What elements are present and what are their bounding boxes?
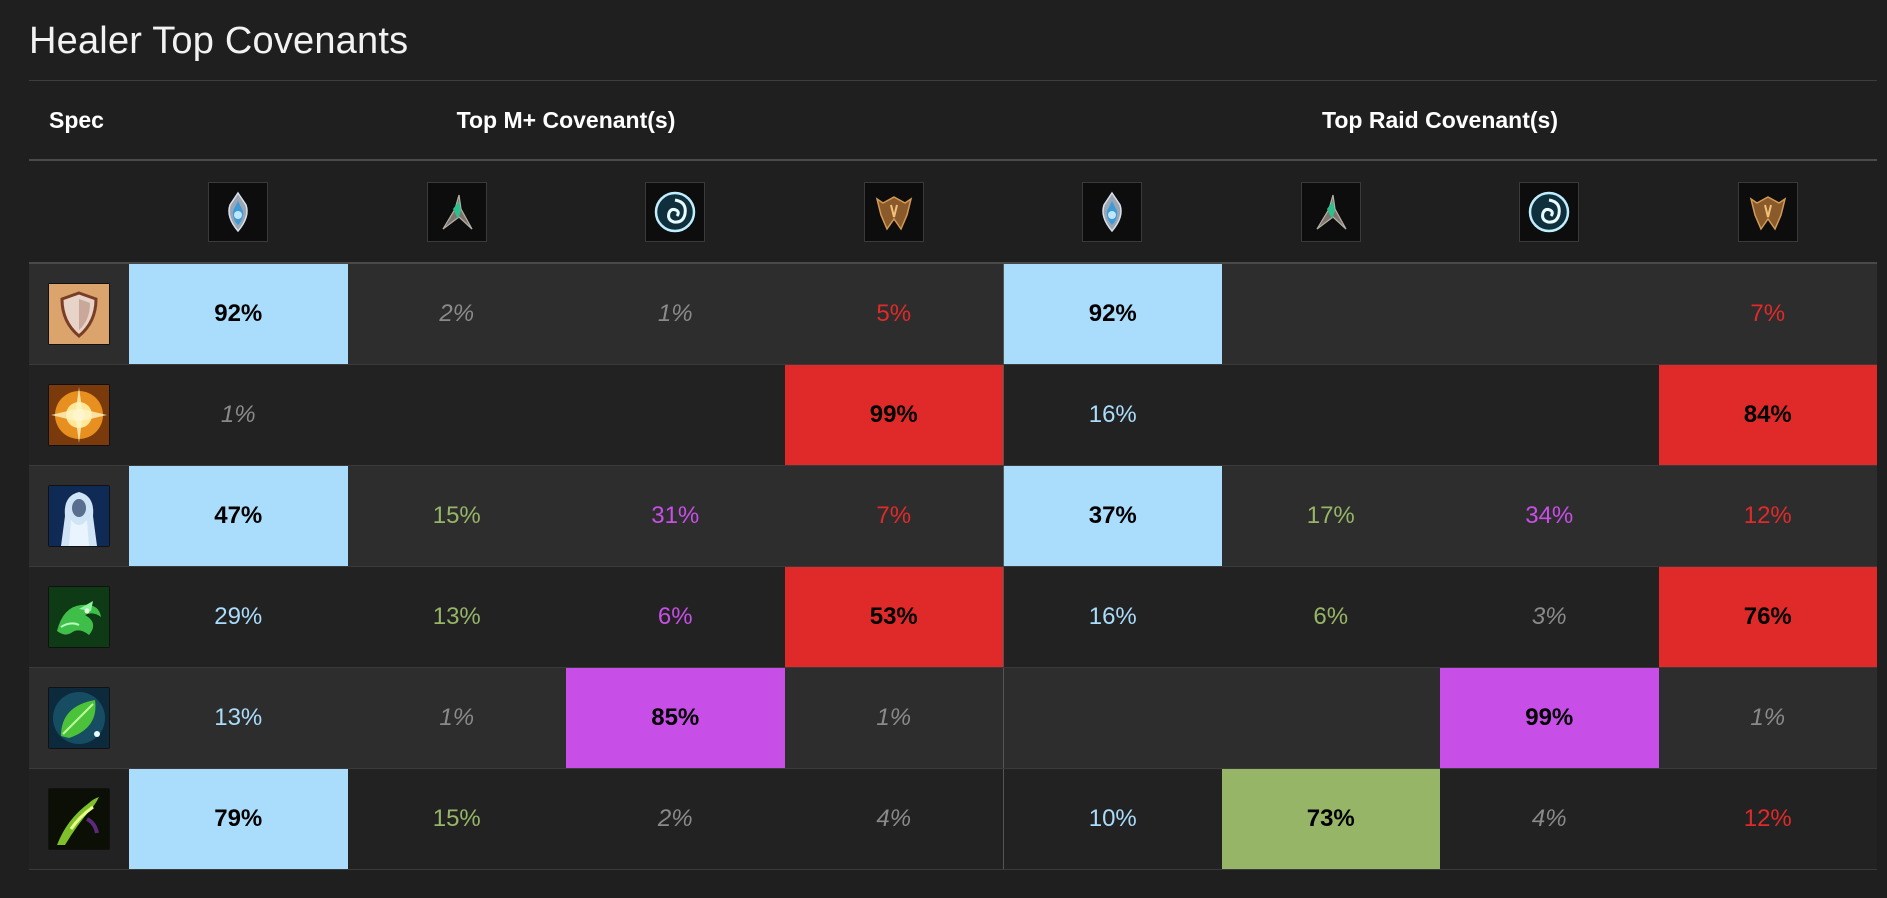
table-row: 29% 13% 6% 53% 16% 6% 3% 76% (29, 567, 1877, 668)
raid-cell: 4% (1531, 805, 1567, 832)
restoration-shaman-icon (48, 788, 110, 850)
raid-cell: 73% (1221, 769, 1440, 869)
raid-cell: 6% (1313, 603, 1349, 630)
kyrian-icon (208, 181, 269, 242)
raid-cell: 37% (1003, 466, 1222, 566)
necrolord-icon (1300, 181, 1361, 242)
venthyr-icon (863, 181, 924, 242)
spec-cell (29, 365, 129, 465)
kyrian-icon (1082, 181, 1143, 242)
spec-cell (29, 769, 129, 869)
holy-priest-icon (48, 384, 110, 446)
raid-covenant-header-night-fae (1440, 161, 1659, 262)
raid-cell (1440, 264, 1659, 364)
raid-cell: 17% (1306, 502, 1355, 529)
mplus-cell: 13% (214, 704, 263, 731)
page-title: Healer Top Covenants (29, 20, 409, 62)
mistweaver-monk-icon (48, 586, 110, 648)
raid-cell: 3% (1531, 603, 1567, 630)
raid-cell (1440, 365, 1659, 465)
raid-cell (1222, 264, 1441, 364)
mplus-covenant-header-kyrian (129, 161, 348, 262)
mplus-cell: 92% (129, 264, 348, 364)
raid-cell (1222, 365, 1441, 465)
raid-cell: 34% (1525, 502, 1574, 529)
spec-cell (29, 264, 129, 364)
raid-cell: 99% (1440, 668, 1659, 768)
mplus-cell: 1% (657, 300, 693, 327)
spec-cell (29, 466, 129, 566)
table-row: 47% 15% 31% 7% 37% 17% 34% 12% (29, 466, 1877, 567)
mplus-cell: 47% (129, 466, 348, 566)
holy-paladin-icon (48, 283, 110, 345)
raid-cell: 84% (1658, 365, 1877, 465)
table-row: 1% 99% 16% 84% (29, 365, 1877, 466)
raid-cell: 1% (1750, 704, 1786, 731)
mplus-cell: 53% (784, 567, 1003, 667)
mplus-cell: 29% (214, 603, 263, 630)
raid-cell: 16% (1003, 567, 1222, 667)
table-row: 79% 15% 2% 4% 10% 73% 4% 12% (29, 769, 1877, 870)
raid-group-header: Top Raid Covenant(s) (1322, 106, 1558, 133)
mplus-cell: 79% (129, 769, 348, 869)
spec-column-header: Spec (49, 106, 104, 133)
mplus-cell: 15% (432, 805, 481, 832)
raid-cell: 12% (1743, 805, 1792, 832)
mplus-cell: 2% (439, 300, 475, 327)
mplus-covenant-header-necrolord (348, 161, 567, 262)
discipline-priest-icon (48, 485, 110, 547)
mplus-cell: 6% (657, 603, 693, 630)
raid-cell (1222, 668, 1441, 768)
mplus-cell: 2% (657, 805, 693, 832)
mplus-cell: 4% (876, 805, 912, 832)
raid-covenant-header-venthyr (1659, 161, 1878, 262)
mplus-covenant-header-night-fae (566, 161, 785, 262)
raid-cell: 16% (1003, 365, 1222, 465)
mplus-cell: 31% (651, 502, 700, 529)
night-fae-icon (645, 181, 706, 242)
covenant-icon-row (29, 161, 1877, 264)
raid-cell: 12% (1743, 502, 1792, 529)
venthyr-icon (1737, 181, 1798, 242)
mplus-cell: 1% (876, 704, 912, 731)
necrolord-icon (426, 181, 487, 242)
mplus-cell: 1% (439, 704, 475, 731)
raid-cell: 10% (1003, 769, 1222, 869)
raid-cell: 7% (1750, 300, 1786, 327)
mplus-cell: 13% (432, 603, 481, 630)
mplus-cell: 1% (220, 401, 256, 428)
covenant-table: Spec Top M+ Covenant(s) Top Raid Covenan… (29, 81, 1877, 870)
mplus-cell: 15% (432, 502, 481, 529)
raid-cell: 92% (1003, 264, 1222, 364)
raid-covenant-header-necrolord (1222, 161, 1441, 262)
mplus-cell (566, 365, 785, 465)
mplus-cell: 7% (876, 502, 912, 529)
mplus-cell: 85% (566, 668, 785, 768)
mplus-cell (348, 365, 567, 465)
title-divider (29, 80, 1877, 81)
night-fae-icon (1519, 181, 1580, 242)
table-header-row: Spec Top M+ Covenant(s) Top Raid Covenan… (29, 81, 1877, 161)
raid-cell (1003, 668, 1222, 768)
spec-cell (29, 567, 129, 667)
table-row: 13% 1% 85% 1% 99% 1% (29, 668, 1877, 769)
mplus-covenant-header-venthyr (785, 161, 1004, 262)
mplus-group-header: Top M+ Covenant(s) (456, 106, 676, 133)
table-row: 92% 2% 1% 5% 92% 7% (29, 264, 1877, 365)
raid-cell: 76% (1658, 567, 1877, 667)
raid-covenant-header-kyrian (1003, 161, 1222, 262)
table-body: 92% 2% 1% 5% 92% 7% 1% 99% 16% 84% 47% 15% 31% 7% 37% 1… (29, 264, 1877, 870)
spec-cell (29, 668, 129, 768)
restoration-druid-icon (48, 687, 110, 749)
mplus-cell: 5% (876, 300, 912, 327)
mplus-cell: 99% (784, 365, 1003, 465)
